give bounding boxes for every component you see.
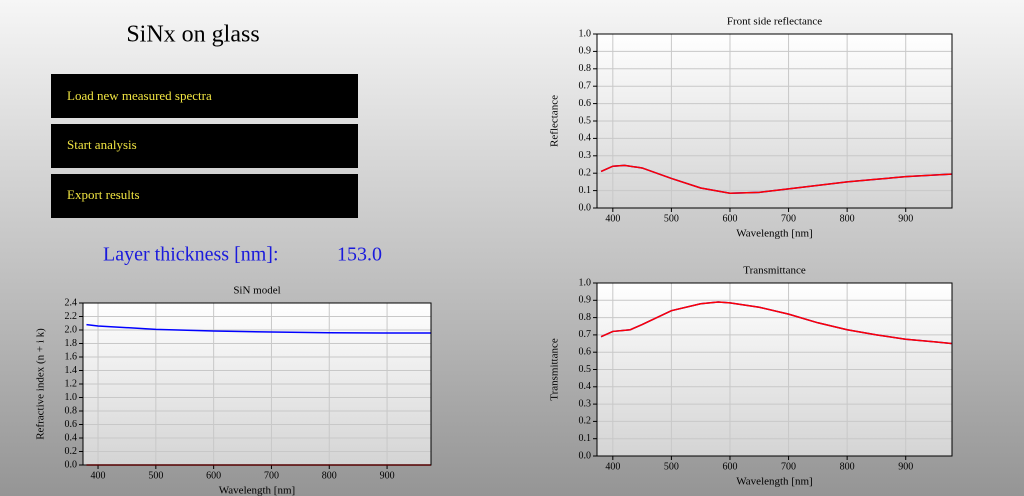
- chart: Front side reflectance 0.0 0.1 0.2 0.3 0.4 0.5…: [549, 16, 953, 240]
- y-axis-label: Reflectance: [549, 95, 561, 147]
- y-tick-label: 0.9: [579, 295, 592, 306]
- y-tick-label: 0.2: [65, 446, 78, 457]
- y-tick-label: 1.8: [65, 338, 78, 349]
- series-line: [600, 301, 952, 345]
- x-tick-label: 700: [781, 213, 796, 224]
- x-tick-label: 500: [148, 470, 163, 481]
- y-tick-label: 1.2: [65, 378, 78, 389]
- y-axis-label: Transmittance: [549, 338, 561, 401]
- y-tick-label: 0.0: [579, 450, 592, 461]
- chart-title: Front side reflectance: [727, 16, 822, 28]
- y-tick-label: 0.6: [579, 98, 592, 109]
- x-tick-label: 500: [664, 461, 679, 472]
- y-tick-label: 0.8: [579, 63, 592, 74]
- y-tick-label: 1.0: [65, 392, 78, 403]
- x-tick-label: 700: [781, 461, 796, 472]
- chart: Transmittance 0.0 0.1 0.2 0.3 0.4 0.5 0.6 0.7 0.8…: [549, 265, 953, 488]
- y-tick-label: 0.4: [579, 381, 592, 392]
- x-tick-label: 600: [722, 461, 737, 472]
- chart-title: SiN model: [233, 285, 280, 297]
- y-tick-label: 0.4: [579, 133, 592, 144]
- app-title: SiNx on glass: [126, 22, 259, 48]
- x-axis-label: Wavelength [nm]: [736, 228, 812, 240]
- x-tick-label: 800: [840, 213, 855, 224]
- y-tick-label: 0.1: [579, 185, 592, 196]
- chart: SiN model 0.0 0.2 0.4 0.6 0.8 1.0 1.2 1.4 1.6 1.8 2…: [35, 285, 432, 496]
- button-body[interactable]: [51, 124, 358, 168]
- thickness-value: 153.0: [337, 244, 382, 266]
- plot-frame: [82, 302, 432, 466]
- x-tick-label: 900: [380, 470, 395, 481]
- y-tick-label: 0.6: [65, 419, 78, 430]
- plot-frame: [596, 282, 953, 457]
- button-label[interactable]: Load new measured spectra: [67, 88, 212, 103]
- button-label[interactable]: Export results: [67, 187, 140, 202]
- y-tick-label: 0.5: [579, 115, 592, 126]
- y-tick-label: 0.0: [579, 202, 592, 213]
- y-tick-label: 1.0: [579, 28, 592, 39]
- chart-title: Transmittance: [743, 265, 806, 277]
- series-line: [600, 164, 952, 194]
- x-tick-label: 900: [898, 461, 913, 472]
- y-tick-label: 0.8: [65, 405, 78, 416]
- x-axis-label: Wavelength [nm]: [736, 476, 812, 488]
- y-tick-label: 0.8: [579, 312, 592, 323]
- x-tick-label: 800: [840, 461, 855, 472]
- x-tick-label: 900: [898, 213, 913, 224]
- button-body[interactable]: [51, 174, 358, 218]
- y-axis-label: Refractive index (n + i k): [35, 328, 47, 440]
- y-tick-label: 0.2: [579, 167, 592, 178]
- x-tick-label: 700: [264, 470, 279, 481]
- y-tick-label: 1.6: [65, 351, 78, 362]
- y-tick-label: 0.1: [579, 433, 592, 444]
- thickness-label: Layer thickness [nm]:: [103, 244, 279, 266]
- x-tick-label: 800: [322, 470, 337, 481]
- x-axis-label: Wavelength [nm]: [219, 485, 295, 496]
- x-tick-label: 600: [206, 470, 221, 481]
- y-tick-label: 2.2: [65, 311, 78, 322]
- y-tick-label: 1.0: [579, 277, 592, 288]
- y-tick-label: 0.5: [579, 364, 592, 375]
- plot-frame: [596, 33, 953, 209]
- export-button[interactable]: Export results: [51, 174, 358, 218]
- y-tick-label: 0.6: [579, 346, 592, 357]
- y-tick-label: 0.4: [65, 432, 78, 443]
- y-tick-label: 0.2: [579, 416, 592, 427]
- x-tick-label: 400: [91, 470, 106, 481]
- y-tick-label: 0.0: [65, 459, 78, 470]
- y-tick-label: 1.4: [65, 365, 78, 376]
- y-tick-label: 2.4: [65, 297, 78, 308]
- button-label[interactable]: Start analysis: [67, 137, 137, 152]
- y-tick-label: 0.7: [579, 80, 592, 91]
- x-tick-label: 400: [605, 213, 620, 224]
- y-tick-label: 2.0: [65, 324, 78, 335]
- series-line: [86, 323, 431, 334]
- analysis-button[interactable]: Start analysis: [51, 124, 358, 168]
- y-tick-label: 0.3: [579, 150, 592, 161]
- load-button[interactable]: Load new measured spectra: [51, 74, 358, 118]
- button-body[interactable]: [51, 74, 358, 118]
- x-tick-label: 600: [722, 213, 737, 224]
- x-tick-label: 400: [605, 461, 620, 472]
- y-tick-label: 0.7: [579, 329, 592, 340]
- y-tick-label: 0.9: [579, 46, 592, 57]
- y-tick-label: 0.3: [579, 398, 592, 409]
- x-tick-label: 500: [664, 213, 679, 224]
